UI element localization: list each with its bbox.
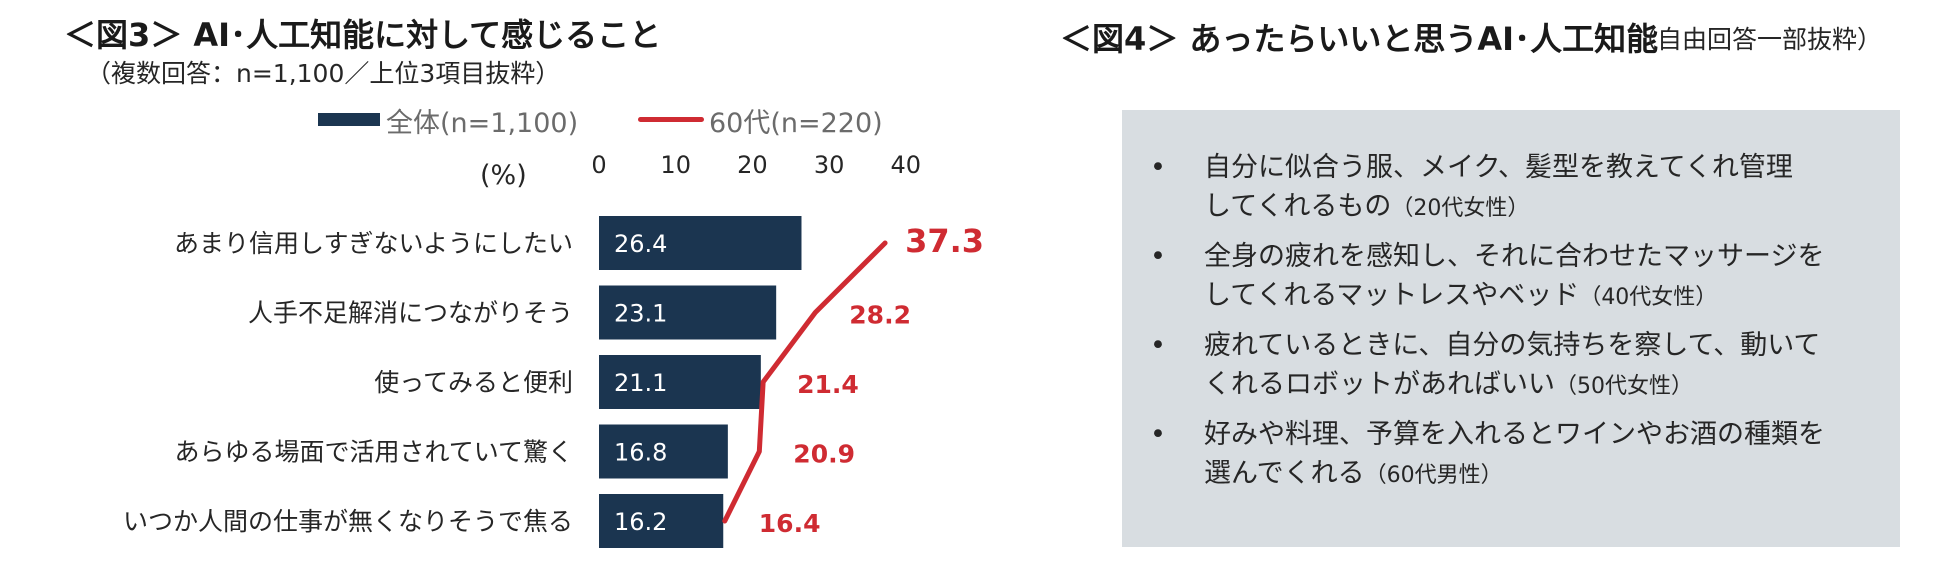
x-tick-label: 40	[891, 151, 922, 179]
list-item-note: （50代女性）	[1555, 374, 1693, 399]
bar	[599, 285, 777, 340]
list-item-note: （40代女性）	[1579, 285, 1718, 310]
list-item: • 疲れているときに、自分の気持ちを察して、動いて くれるロボットがあればいい（…	[1150, 326, 1880, 406]
category-label: 使ってみると便利	[374, 368, 573, 397]
category-label: あらゆる場面で活用されていて驚く	[174, 438, 573, 467]
bar	[599, 355, 761, 409]
list-item-note: （60代男性）	[1364, 463, 1503, 488]
list-item: • 全身の疲れを感知し、それに合わせたマッサージを してくれるマットレスやベッド…	[1150, 237, 1880, 317]
fig3-chart: 0 10 20 30 40 あまり信用しすぎないようにしたい 26.4 人手不足解消につながり…	[0, 140, 1100, 561]
x-tick-label: 10	[660, 151, 691, 179]
line-value-label: 28.2	[849, 301, 911, 330]
bar	[599, 216, 802, 270]
list-item-line1: 疲れているときに、自分の気持ちを察して、動いて	[1204, 330, 1821, 361]
list-item-line2: 選んでくれる	[1204, 458, 1365, 489]
legend-swatch-60s	[638, 117, 704, 122]
bar	[599, 494, 724, 548]
list-item-note: （20代女性）	[1391, 196, 1530, 221]
x-tick-label: 30	[814, 151, 845, 179]
bullet-icon: •	[1150, 419, 1166, 450]
list-item-line1: 自分に似合う服、メイク、髪型を教えてくれ管理	[1204, 152, 1793, 183]
fig3-subtitle: （複数回答：n=1,100／上位3項目抜粋）	[86, 59, 561, 88]
category-label: 人手不足解消につながりそう	[248, 299, 573, 328]
list-item-line2: くれるロボットがあればいい	[1204, 369, 1555, 400]
fig4-list: • 自分に似合う服、メイク、髪型を教えてくれ管理 してくれるもの（20代女性） …	[1150, 148, 1880, 504]
fig4-title: ＜図4＞ あったらいいと思うAI･人工知能	[1060, 20, 1659, 58]
fig4-panel: • 自分に似合う服、メイク、髪型を教えてくれ管理 してくれるもの（20代女性） …	[1122, 110, 1900, 547]
x-tick-label: 20	[737, 151, 768, 179]
bar-value-label: 23.1	[614, 300, 667, 328]
legend-label-60s: 60代(n=220)	[709, 108, 883, 139]
list-item: • 自分に似合う服、メイク、髪型を教えてくれ管理 してくれるもの（20代女性）	[1150, 148, 1880, 228]
x-tick-label: 0	[591, 151, 606, 179]
bar-value-label: 16.2	[614, 508, 667, 536]
list-item: • 好みや料理、予算を入れるとワインやお酒の種類を 選んでくれる（60代男性）	[1150, 415, 1880, 495]
bullet-icon: •	[1150, 330, 1166, 361]
list-item-line1: 全身の疲れを感知し、それに合わせたマッサージを	[1204, 241, 1825, 272]
list-item-line2: してくれるもの	[1204, 191, 1392, 222]
list-item-line1: 好みや料理、予算を入れるとワインやお酒の種類を	[1204, 419, 1825, 450]
fig4-title-note: （自由回答一部抜粋）	[1632, 25, 1883, 54]
line-value-label: 21.4	[797, 370, 859, 399]
line-value-label: 20.9	[793, 440, 855, 469]
legend-label-overall: 全体(n=1,100)	[386, 108, 579, 139]
fig3-title: ＜図3＞ AI･人工知能に対して感じること	[64, 16, 662, 54]
category-label: あまり信用しすぎないようにしたい	[174, 229, 573, 258]
fig3-chart-svg: 0 10 20 30 40 あまり信用しすぎないようにしたい 26.4 人手不足解消につながり…	[123, 151, 984, 548]
list-item-line2: してくれるマットレスやベッド	[1204, 280, 1580, 311]
unit-label: (%)	[480, 160, 527, 191]
bullet-icon: •	[1150, 241, 1166, 272]
bar-value-label: 16.8	[614, 439, 667, 467]
bar-value-label: 21.1	[614, 369, 667, 397]
bar	[599, 424, 728, 479]
bar-value-label: 26.4	[614, 230, 667, 258]
line-value-label: 37.3	[905, 222, 984, 260]
line-value-label: 16.4	[759, 509, 821, 538]
legend-swatch-overall	[318, 113, 380, 126]
category-label: いつか人間の仕事が無くなりそうで焦る	[123, 507, 573, 536]
bullet-icon: •	[1150, 152, 1166, 183]
line-series-60s	[722, 240, 888, 524]
